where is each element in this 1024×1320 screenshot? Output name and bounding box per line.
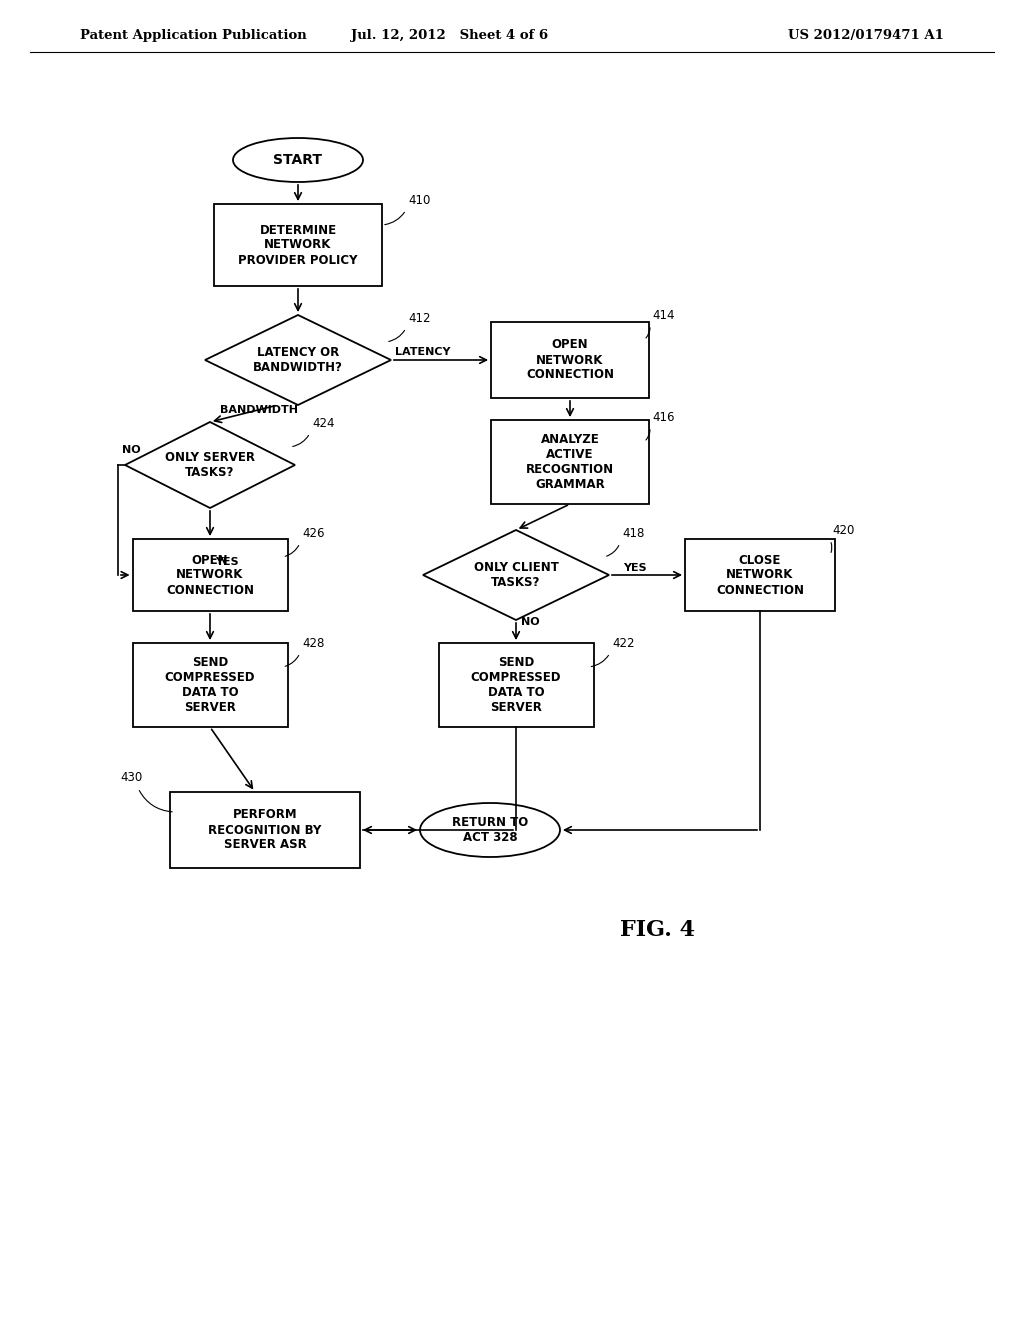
- Bar: [438, 643, 594, 727]
- Text: LATENCY OR
BANDWIDTH?: LATENCY OR BANDWIDTH?: [253, 346, 343, 374]
- Text: 420: 420: [831, 524, 854, 537]
- Polygon shape: [423, 531, 609, 620]
- Text: PERFORM
RECOGNITION BY
SERVER ASR: PERFORM RECOGNITION BY SERVER ASR: [208, 808, 322, 851]
- Text: US 2012/0179471 A1: US 2012/0179471 A1: [788, 29, 944, 41]
- Ellipse shape: [233, 139, 362, 182]
- Text: LATENCY: LATENCY: [395, 347, 451, 356]
- Text: Jul. 12, 2012   Sheet 4 of 6: Jul. 12, 2012 Sheet 4 of 6: [351, 29, 549, 41]
- Bar: [132, 539, 288, 611]
- Ellipse shape: [420, 803, 560, 857]
- Text: ONLY SERVER
TASKS?: ONLY SERVER TASKS?: [165, 451, 255, 479]
- Text: SEND
COMPRESSED
DATA TO
SERVER: SEND COMPRESSED DATA TO SERVER: [471, 656, 561, 714]
- Text: START: START: [273, 153, 323, 168]
- Text: 422: 422: [612, 638, 635, 649]
- Text: CLOSE
NETWORK
CONNECTION: CLOSE NETWORK CONNECTION: [716, 553, 804, 597]
- Text: OPEN
NETWORK
CONNECTION: OPEN NETWORK CONNECTION: [166, 553, 254, 597]
- Text: FIG. 4: FIG. 4: [620, 919, 695, 941]
- Text: NO: NO: [520, 616, 540, 627]
- Text: SEND
COMPRESSED
DATA TO
SERVER: SEND COMPRESSED DATA TO SERVER: [165, 656, 255, 714]
- Text: 416: 416: [652, 411, 675, 424]
- Text: 430: 430: [120, 771, 142, 784]
- Text: 418: 418: [622, 527, 644, 540]
- Bar: [214, 205, 382, 286]
- Text: 428: 428: [302, 638, 325, 649]
- Bar: [132, 643, 288, 727]
- Polygon shape: [125, 422, 295, 508]
- Polygon shape: [205, 315, 391, 405]
- Text: ANALYZE
ACTIVE
RECOGNTION
GRAMMAR: ANALYZE ACTIVE RECOGNTION GRAMMAR: [526, 433, 614, 491]
- Text: RETURN TO
ACT 328: RETURN TO ACT 328: [452, 816, 528, 843]
- Text: YES: YES: [623, 564, 646, 573]
- Text: OPEN
NETWORK
CONNECTION: OPEN NETWORK CONNECTION: [526, 338, 614, 381]
- Text: 410: 410: [408, 194, 430, 207]
- Text: DETERMINE
NETWORK
PROVIDER POLICY: DETERMINE NETWORK PROVIDER POLICY: [239, 223, 357, 267]
- Bar: [685, 539, 835, 611]
- Text: 412: 412: [408, 312, 430, 325]
- Text: NO: NO: [122, 445, 140, 455]
- Text: BANDWIDTH: BANDWIDTH: [220, 405, 298, 414]
- Text: 414: 414: [652, 309, 675, 322]
- Bar: [490, 322, 649, 399]
- Text: 424: 424: [312, 417, 335, 430]
- Text: YES: YES: [215, 557, 239, 568]
- Text: Patent Application Publication: Patent Application Publication: [80, 29, 307, 41]
- Text: 426: 426: [302, 527, 325, 540]
- Text: ONLY CLIENT
TASKS?: ONLY CLIENT TASKS?: [473, 561, 558, 589]
- Bar: [490, 420, 649, 504]
- Bar: [170, 792, 360, 869]
